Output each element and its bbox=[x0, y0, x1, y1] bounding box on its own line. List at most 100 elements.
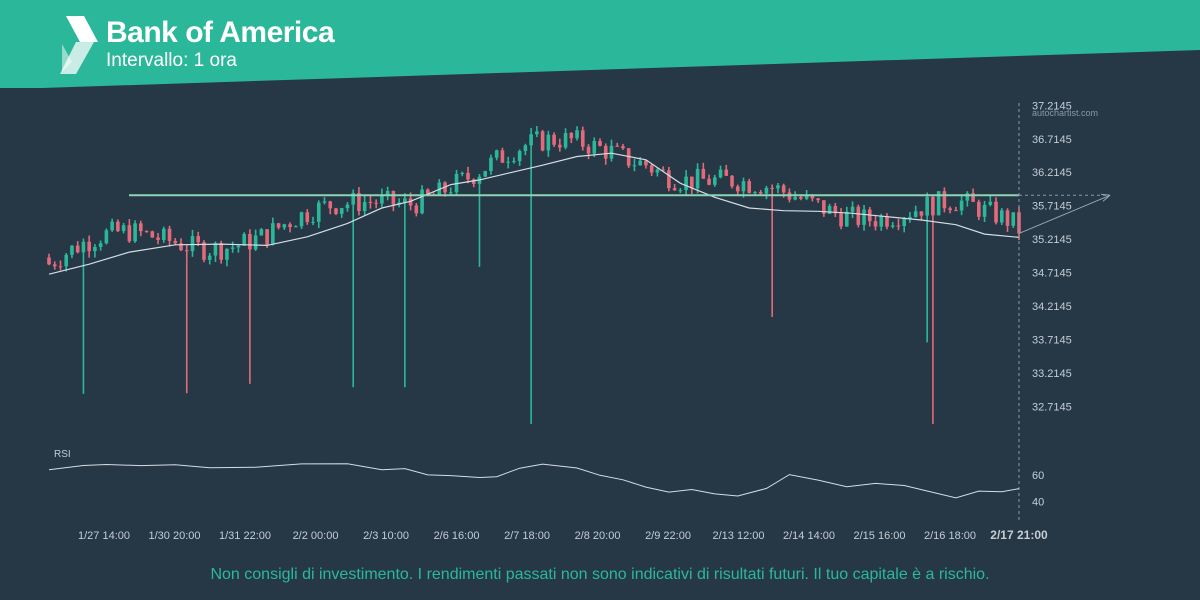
candle-body bbox=[98, 243, 103, 247]
candle-body bbox=[529, 134, 533, 146]
time-tick-label: 2/2 00:00 bbox=[293, 530, 339, 542]
candle-body bbox=[259, 229, 264, 236]
candle-body bbox=[380, 194, 384, 204]
time-tick-label: 2/14 14:00 bbox=[783, 530, 835, 542]
candle-body bbox=[586, 146, 591, 154]
forecast-arrow-head bbox=[1100, 193, 1111, 202]
time-tick-label: 2/13 12:00 bbox=[713, 530, 765, 542]
price-tick-label: 34.7145 bbox=[1032, 268, 1072, 280]
candle-body bbox=[161, 228, 166, 240]
candle-body bbox=[845, 211, 849, 227]
candle-body bbox=[294, 226, 298, 228]
candle-body bbox=[896, 225, 901, 227]
candle-body bbox=[621, 146, 625, 149]
candle-body bbox=[70, 245, 74, 255]
candle-body bbox=[655, 169, 660, 173]
candle-body bbox=[64, 254, 69, 267]
candle-body bbox=[362, 201, 367, 212]
header-banner bbox=[0, 0, 1200, 88]
candle-body bbox=[856, 206, 861, 225]
candle-body bbox=[712, 177, 717, 185]
candle-body bbox=[764, 187, 769, 194]
candle-body bbox=[58, 266, 63, 268]
candle-body bbox=[207, 255, 212, 260]
candle-body bbox=[885, 216, 889, 227]
candle-body bbox=[925, 196, 929, 216]
rsi-label: RSI bbox=[54, 449, 71, 460]
candle-body bbox=[219, 243, 223, 260]
candle-body bbox=[690, 176, 694, 189]
candle-body bbox=[678, 190, 683, 192]
price-tick-label: 33.7145 bbox=[1032, 334, 1072, 346]
candle-body bbox=[873, 221, 878, 227]
candle-body bbox=[890, 225, 895, 227]
candle-body bbox=[999, 210, 1004, 223]
candle-body bbox=[179, 243, 183, 251]
candle-body bbox=[758, 192, 763, 194]
candle-body bbox=[942, 191, 947, 209]
time-tick-label: 2/16 18:00 bbox=[924, 530, 976, 542]
candle-body bbox=[741, 181, 746, 192]
forecast-arrow bbox=[1018, 194, 1111, 234]
candle-body bbox=[87, 241, 91, 252]
overlays bbox=[48, 103, 1111, 522]
time-tick-label: 1/31 22:00 bbox=[219, 530, 271, 542]
candle-body bbox=[580, 130, 585, 147]
candle-body bbox=[735, 186, 740, 192]
moving-average-line bbox=[48, 152, 1020, 275]
candle-body bbox=[483, 171, 488, 177]
candle-body bbox=[718, 169, 723, 178]
candle-body bbox=[971, 193, 975, 202]
candle-body bbox=[196, 236, 201, 243]
candle-body bbox=[328, 201, 333, 209]
candle-body bbox=[724, 169, 729, 176]
candle-body bbox=[110, 221, 114, 231]
price-tick-label: 36.7145 bbox=[1032, 134, 1072, 146]
candle-body bbox=[150, 231, 155, 238]
candle-body bbox=[494, 150, 499, 158]
time-tick-label: 2/3 10:00 bbox=[363, 530, 409, 542]
candle-body bbox=[448, 192, 453, 194]
candle-body bbox=[116, 221, 120, 232]
candle-body bbox=[271, 223, 275, 245]
candle-body bbox=[833, 205, 838, 214]
candle-body bbox=[535, 131, 539, 135]
candle-body bbox=[253, 235, 258, 250]
candle-body bbox=[827, 205, 832, 214]
candle-body bbox=[902, 218, 907, 226]
candle-body bbox=[730, 175, 734, 187]
candle-body bbox=[816, 198, 820, 201]
candle-body bbox=[512, 161, 516, 163]
candle-body bbox=[609, 145, 614, 159]
watermark-text: autochartist.com bbox=[1032, 108, 1098, 118]
candle-body bbox=[500, 150, 505, 163]
candle-body bbox=[959, 200, 964, 211]
time-tick-label: 2/6 16:00 bbox=[434, 530, 480, 542]
candle-body bbox=[311, 221, 315, 223]
candle-body bbox=[368, 201, 373, 203]
price-tick-label: 35.7145 bbox=[1032, 201, 1072, 213]
candle-body bbox=[408, 198, 413, 206]
candle-body bbox=[552, 134, 556, 145]
candle-body bbox=[965, 193, 970, 201]
price-tick-label: 32.7145 bbox=[1032, 401, 1072, 413]
autochartist-logo bbox=[60, 16, 98, 74]
candle-body bbox=[202, 242, 206, 260]
price-tick-label: 33.2145 bbox=[1032, 368, 1072, 380]
candle-body bbox=[661, 169, 665, 171]
candle-body bbox=[603, 145, 608, 159]
candle-body bbox=[558, 144, 562, 148]
candle-body bbox=[345, 204, 350, 209]
candle-body bbox=[546, 134, 551, 151]
candle-body bbox=[351, 193, 356, 205]
candle-body bbox=[242, 233, 246, 246]
candle-body bbox=[426, 189, 430, 195]
candle-body bbox=[994, 201, 998, 223]
candle-body bbox=[649, 165, 654, 173]
candle-body bbox=[804, 194, 809, 199]
candle-body bbox=[1005, 210, 1010, 226]
candle-body bbox=[793, 197, 797, 200]
candle-body bbox=[334, 208, 338, 214]
candle-body bbox=[139, 223, 143, 232]
candle-body bbox=[707, 178, 711, 185]
